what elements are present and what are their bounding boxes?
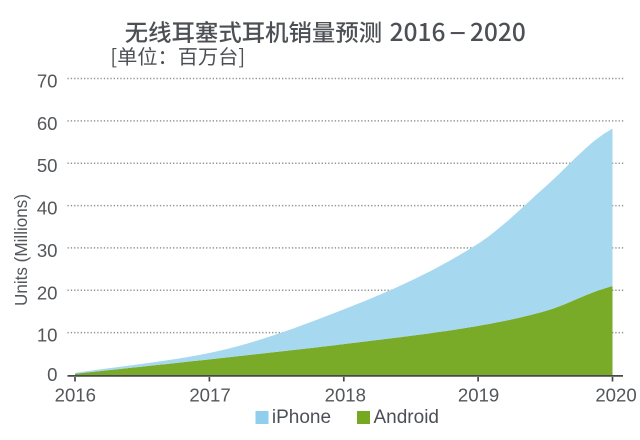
svg-text:40: 40 [37, 198, 58, 219]
svg-text:2017: 2017 [189, 385, 230, 406]
svg-text:60: 60 [37, 113, 58, 134]
svg-text:0: 0 [47, 364, 57, 385]
svg-text:50: 50 [37, 155, 58, 176]
svg-text:Units (Millions): Units (Millions) [12, 194, 31, 306]
svg-text:Android: Android [374, 407, 440, 428]
svg-text:10: 10 [37, 325, 58, 346]
svg-text:2020: 2020 [595, 385, 636, 406]
svg-text:2019: 2019 [458, 385, 499, 406]
svg-text:70: 70 [37, 71, 58, 92]
svg-text:30: 30 [37, 240, 58, 261]
svg-text:20: 20 [37, 282, 58, 303]
svg-text:2016: 2016 [55, 385, 96, 406]
svg-text:iPhone: iPhone [272, 407, 331, 428]
svg-text:2018: 2018 [325, 385, 366, 406]
